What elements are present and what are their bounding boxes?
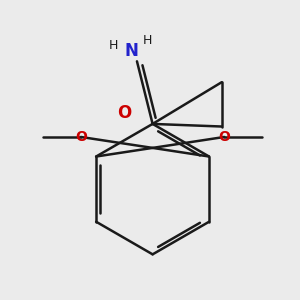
Text: O: O <box>117 104 131 122</box>
Text: N: N <box>125 42 139 60</box>
Text: O: O <box>218 130 230 144</box>
Text: O: O <box>75 130 87 144</box>
Text: H: H <box>109 39 118 52</box>
Text: H: H <box>143 34 152 47</box>
